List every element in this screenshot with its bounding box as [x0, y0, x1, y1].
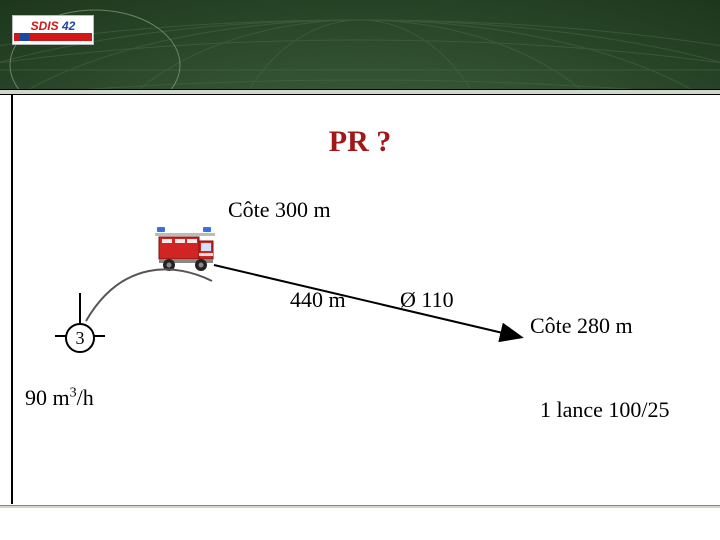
distance-label: 440 m — [290, 287, 346, 313]
fire-truck-icon — [155, 225, 215, 273]
flow-sup: 3 — [70, 386, 77, 401]
sdis42-logo: SDIS 42 — [12, 15, 94, 45]
pipe-arrow — [212, 263, 530, 345]
footer-divider — [0, 505, 720, 508]
flow-pre: 90 m — [25, 385, 70, 410]
logo-number: 42 — [62, 19, 75, 33]
diameter-label: Ø 110 — [400, 287, 454, 313]
flow-rate-label: 90 m3/h — [25, 385, 94, 411]
lance-label: 1 lance 100/25 — [540, 397, 670, 423]
globe-grid-decoration — [0, 0, 720, 95]
elevation-right-label: Côte 280 m — [530, 313, 633, 339]
hydrant-number: 3 — [65, 323, 95, 353]
elevation-top-label: Côte 300 m — [228, 197, 331, 223]
diagram-area: PR ? Côte 300 m 440 m Ø 110 Côte 280 m 1 — [0, 95, 720, 540]
page-title: PR ? — [0, 125, 720, 159]
flow-post: /h — [77, 385, 94, 410]
logo-text: SDIS — [31, 19, 59, 33]
slide-header: SDIS 42 — [0, 0, 720, 95]
